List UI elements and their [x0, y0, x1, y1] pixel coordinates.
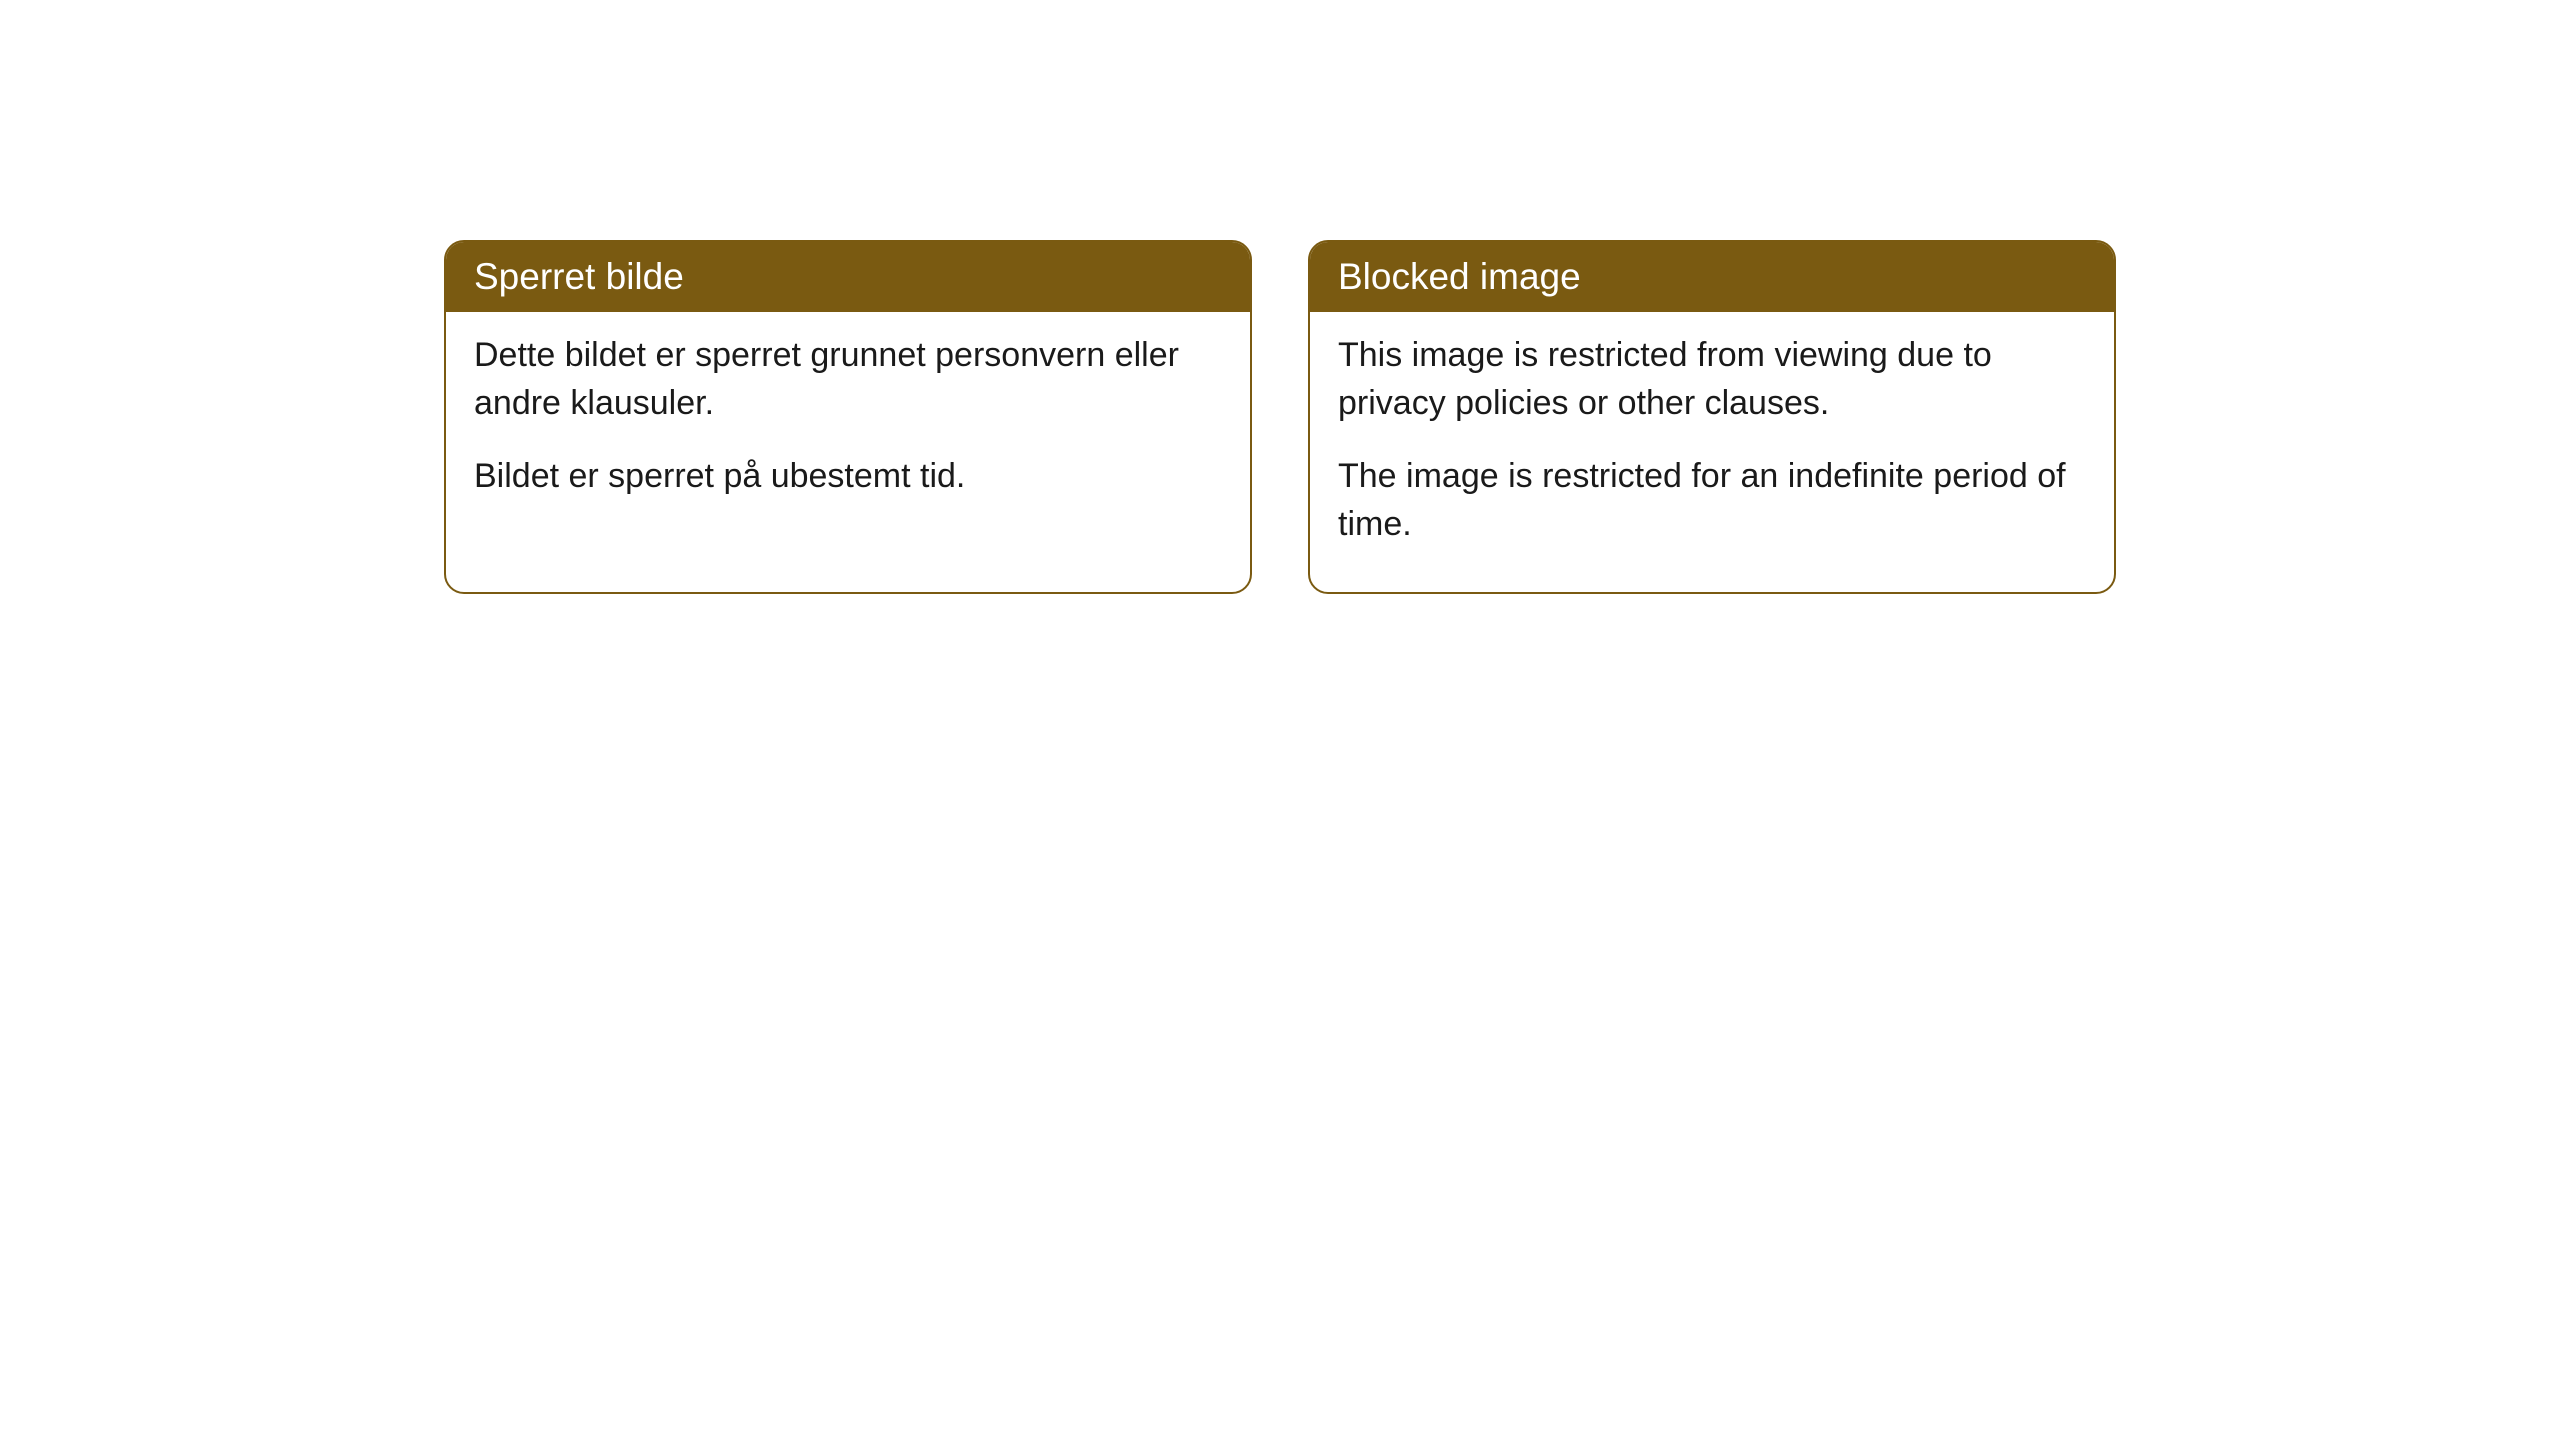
blocked-image-card-english: Blocked image This image is restricted f… [1308, 240, 2116, 594]
cards-container: Sperret bilde Dette bildet er sperret gr… [444, 240, 2116, 594]
card-title: Blocked image [1338, 256, 1581, 297]
card-header: Blocked image [1310, 242, 2114, 312]
card-body: This image is restricted from viewing du… [1310, 312, 2114, 592]
card-body: Dette bildet er sperret grunnet personve… [446, 312, 1250, 545]
card-paragraph-1: This image is restricted from viewing du… [1338, 332, 2086, 427]
card-header: Sperret bilde [446, 242, 1250, 312]
card-paragraph-1: Dette bildet er sperret grunnet personve… [474, 332, 1222, 427]
card-paragraph-2: Bildet er sperret på ubestemt tid. [474, 453, 1222, 501]
card-paragraph-2: The image is restricted for an indefinit… [1338, 453, 2086, 548]
blocked-image-card-norwegian: Sperret bilde Dette bildet er sperret gr… [444, 240, 1252, 594]
card-title: Sperret bilde [474, 256, 684, 297]
